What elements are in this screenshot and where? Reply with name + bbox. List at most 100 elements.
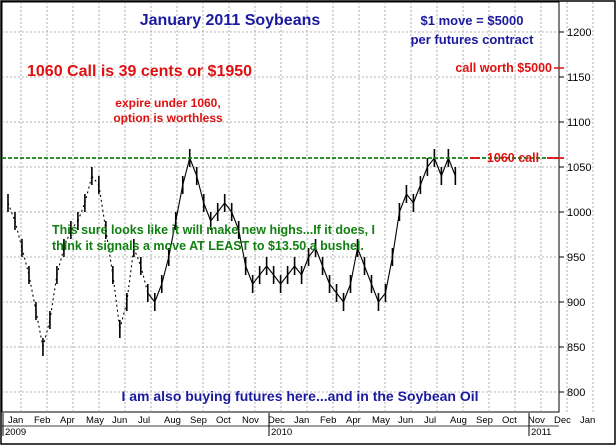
price-segment: [63, 229, 72, 249]
price-segment: [259, 265, 268, 276]
strike-label: 1060 call: [487, 151, 539, 165]
price-segment: [356, 247, 366, 267]
y-tick-label: 1000: [567, 207, 591, 219]
price-segment: [7, 202, 16, 222]
price-segment: [287, 265, 296, 276]
x-tick-label: Dec: [554, 415, 571, 426]
bottom-note: I am also buying futures here...and in t…: [121, 388, 478, 404]
y-tick-label: 800: [567, 387, 585, 399]
price-segment: [301, 256, 310, 276]
price-segment: [315, 247, 324, 267]
y-tick-label: 850: [567, 342, 585, 354]
x-tick-label: Nov: [242, 415, 259, 426]
price-segment: [370, 283, 379, 303]
price-segment: [412, 184, 421, 204]
price-segment: [217, 202, 226, 213]
price-segment: [266, 265, 275, 276]
price-segment: [426, 157, 435, 168]
price-segment: [349, 247, 359, 285]
price-segment: [384, 256, 393, 294]
price-segment: [336, 292, 344, 303]
price-segment: [398, 193, 407, 213]
price-segment: [147, 292, 156, 303]
price-segment: [203, 202, 212, 222]
x-tick-label: Jan: [580, 415, 595, 426]
y-tick-label: 950: [567, 252, 585, 264]
price-segment: [112, 274, 121, 330]
year-label: 2011: [531, 427, 551, 438]
highs-line-2: think it signals a move AT LEAST to $13.…: [52, 239, 364, 253]
price-segment: [70, 220, 79, 231]
x-tick-label: Nov: [528, 415, 545, 426]
price-segment: [231, 211, 240, 231]
plot-area: [1, 1, 560, 413]
x-tick-label: Jul: [424, 415, 436, 426]
price-segment: [77, 202, 86, 222]
price-segment: [391, 211, 400, 258]
x-tick-label: Jun: [112, 415, 127, 426]
price-segment: [294, 265, 303, 276]
expire-line-1: expire under 1060,: [115, 96, 220, 110]
price-segment: [378, 292, 386, 303]
y-tick-label: 1150: [567, 72, 591, 84]
price-segment: [329, 283, 337, 294]
price-segment: [189, 157, 198, 177]
price-segment: [175, 184, 184, 222]
price-segment: [447, 157, 456, 177]
chart-title: January 2011 Soybeans: [140, 12, 321, 29]
price-segment: [126, 247, 135, 303]
grid-lines: [2, 2, 594, 412]
price-segment: [28, 274, 37, 312]
year-label: 2010: [271, 427, 292, 438]
price-segment: [161, 256, 170, 285]
price-segment: [433, 157, 442, 177]
x-tick-label: Jan: [8, 415, 23, 426]
price-series: [7, 149, 457, 356]
price-segment: [245, 265, 254, 285]
x-axis: Jan Feb Apr May Jun Jul Aug Sep Oct Nov Dec Jan Feb A…: [2, 413, 595, 438]
x-tick-label: Oct: [216, 415, 231, 426]
price-segment: [210, 211, 219, 222]
price-segment: [363, 265, 372, 285]
year-label: 2009: [5, 427, 26, 438]
price-segment: [224, 202, 233, 213]
x-tick-label: Jan: [294, 415, 309, 426]
subtitle-line-1: $1 move = $5000: [421, 13, 524, 28]
price-segment: [133, 247, 142, 267]
x-tick-label: Feb: [34, 415, 50, 426]
price-segment: [280, 274, 289, 285]
x-tick-label: Aug: [450, 415, 467, 426]
x-tick-label: Sep: [190, 415, 207, 426]
y-tick-label: 1200: [567, 27, 591, 39]
x-tick-label: Jun: [398, 415, 413, 426]
price-segment: [273, 274, 282, 285]
price-segment: [419, 166, 428, 186]
price-segment: [322, 265, 331, 285]
price-segment: [252, 274, 261, 285]
x-tick-label: Apr: [346, 415, 361, 426]
y-tick-label: 900: [567, 297, 585, 309]
x-tick-label: Aug: [164, 415, 181, 426]
price-segment: [91, 175, 100, 186]
highs-line-1: This sure looks like it will make new hi…: [52, 223, 375, 237]
call-level-label: call worth $5000: [455, 61, 552, 75]
subtitle-line-2: per futures contract: [411, 32, 534, 47]
price-segment: [35, 310, 44, 348]
y-axis: 8008509009501000105011001150120012501300…: [559, 27, 591, 399]
price-segment: [168, 220, 177, 258]
y-tick-label: 1100: [567, 117, 591, 129]
level-markers: call worth $15,000call worth $10,000call…: [2, 61, 564, 165]
price-segment: [196, 175, 205, 204]
price-segment: [405, 193, 414, 204]
price-segment: [308, 247, 316, 258]
price-segment: [343, 283, 352, 303]
x-tick-label: Feb: [320, 415, 336, 426]
price-segment: [154, 283, 163, 303]
expire-line-2: option is worthless: [113, 111, 223, 125]
x-tick-label: Apr: [60, 415, 75, 426]
x-tick-label: Dec: [268, 415, 285, 426]
x-tick-label: May: [372, 415, 390, 426]
price-segment: [440, 157, 449, 177]
price-segment: [182, 157, 191, 186]
